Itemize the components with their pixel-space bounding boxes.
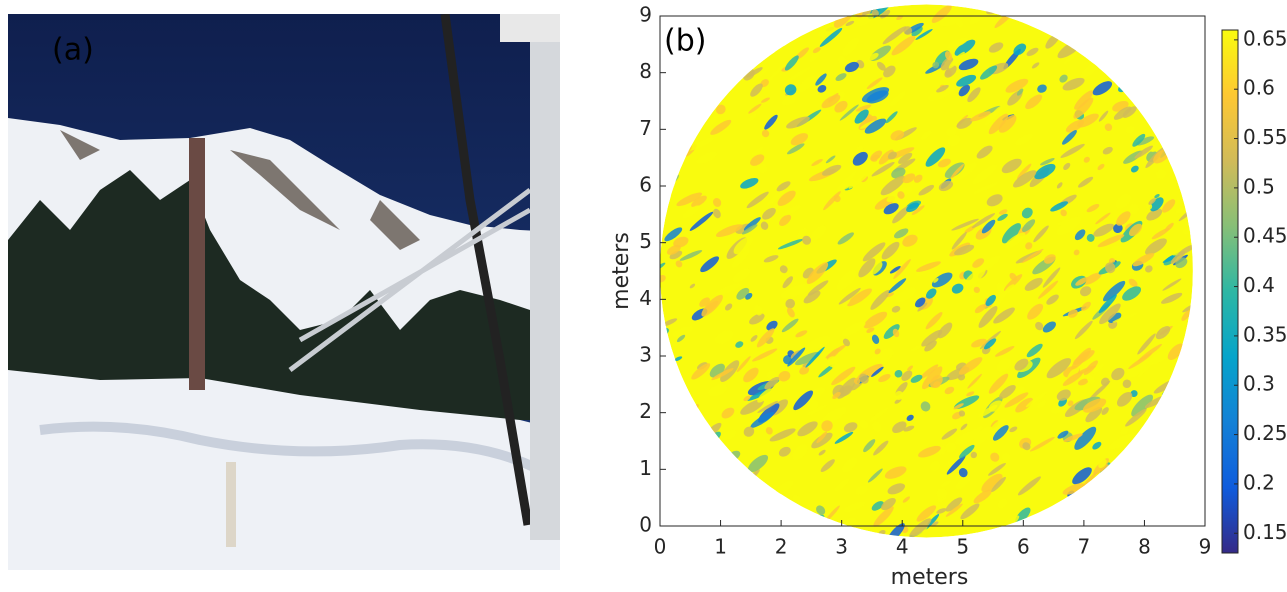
x-tick-label: 7 [1078,535,1091,559]
map-plot: 0 1 2 3 4 5 6 7 8 9 0 1 2 3 4 5 6 7 8 9 (b) meters meters 0.15 0… [609,0,1287,590]
x-axis-label: meters [891,565,969,590]
panel-label: (a) [52,33,94,68]
x-tick-label: 5 [956,535,969,559]
x-tick-label: 1 [714,535,727,559]
x-tick-label: 6 [1017,535,1030,559]
colorbar-tick-label: 0.25 [1243,421,1287,445]
y-tick-label: 0 [639,513,652,537]
panel-label: (b) [664,24,706,59]
colorbar-tick-label: 0.35 [1243,322,1287,346]
colorbar-tick-label: 0.5 [1243,174,1275,198]
colorbar-tick-label: 0.4 [1243,273,1275,297]
x-tick-label: 9 [1199,535,1212,559]
surface-facet [1036,0,1056,14]
colorbar-tick-label: 0.65 [1243,26,1287,50]
x-tick-label: 4 [896,535,909,559]
y-tick-label: 1 [639,456,652,480]
surface-facet [1114,0,1125,11]
x-tick-label: 2 [775,535,788,559]
surface-facet [1145,0,1156,11]
y-tick-label: 4 [639,286,652,310]
colorbar [1222,30,1238,553]
y-axis-label: meters [609,232,634,310]
colorbar-tick-label: 0.15 [1243,520,1287,544]
x-tick-label: 8 [1138,535,1151,559]
y-tick-label: 6 [639,173,652,197]
figure: (a) 01234567890123456789(b)metersmeters0… [0,0,1287,592]
colorbar-tick-label: 0.55 [1243,125,1287,149]
surface-facet [1042,530,1060,545]
x-tick-label: 3 [835,535,848,559]
photo: (a) [8,14,560,570]
colorbar-tick-label: 0.3 [1243,372,1275,396]
surface-facet [1148,0,1168,13]
colorbar-tick-label: 0.6 [1243,76,1275,100]
surface-facet [805,2,821,17]
surface-facet [1148,0,1163,14]
surface-facet [1097,528,1120,546]
y-tick-label: 2 [639,399,652,423]
colorbar-tick-label: 0.45 [1243,224,1287,248]
y-tick-label: 3 [639,343,652,367]
y-tick-label: 8 [639,59,652,83]
surface-facet [1149,530,1162,543]
y-tick-label: 9 [639,3,652,27]
x-tick-label: 0 [654,535,667,559]
surface-facet [1086,1,1097,8]
surface-facet [1012,0,1033,17]
surface-facet [1145,0,1169,18]
y-tick-label: 5 [639,229,652,253]
colorbar-tick-label: 0.2 [1243,470,1275,494]
y-tick-label: 7 [639,116,652,140]
